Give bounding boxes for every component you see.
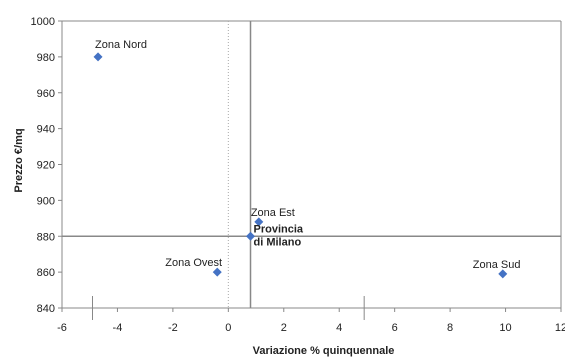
y-tick-label: 840: [37, 303, 55, 315]
x-tick-label: 8: [447, 322, 453, 334]
data-point-label: Zona Sud: [473, 259, 521, 271]
x-tick-label: -2: [168, 322, 178, 334]
x-axis-title: Variazione % quinquennale: [253, 345, 395, 357]
x-tick-label: -4: [113, 322, 123, 334]
data-point-marker: [93, 52, 103, 62]
y-tick-label: 860: [37, 267, 55, 279]
y-tick-label: 880: [37, 231, 55, 243]
data-point-label: di Milano: [254, 236, 302, 248]
data-point-marker: [212, 267, 222, 277]
y-tick-label: 980: [37, 52, 55, 64]
x-tick-label: 12: [555, 322, 565, 334]
data-point-label: Provincia: [254, 223, 304, 235]
data-point-label: Zona Ovest: [165, 257, 222, 269]
y-tick-label: 900: [37, 195, 55, 207]
data-point-marker: [498, 269, 508, 279]
x-tick-label: -6: [57, 322, 67, 334]
data-point-marker: [254, 217, 264, 227]
y-tick-label: 920: [37, 160, 55, 172]
x-tick-label: 6: [392, 322, 398, 334]
y-tick-label: 1000: [31, 16, 55, 28]
x-tick-label: 10: [499, 322, 511, 334]
x-tick-label: 4: [336, 322, 342, 334]
x-tick-labels: -6 -4 -2 0 2 4 6 8 10 12: [57, 308, 565, 334]
x-tick-label: 0: [225, 322, 231, 334]
y-tick-labels: 840 860 880 900 920 940 960 980 1000: [31, 16, 62, 315]
y-tick-label: 960: [37, 88, 55, 100]
x-tick-label: 2: [281, 322, 287, 334]
y-tick-label: 940: [37, 124, 55, 136]
data-points: [93, 52, 508, 279]
data-point-label: Zona Nord: [95, 39, 147, 51]
data-point-marker: [246, 231, 256, 241]
data-point-label: Zona Est: [251, 207, 295, 219]
y-axis-title: Prezzo €/mq: [13, 128, 25, 192]
